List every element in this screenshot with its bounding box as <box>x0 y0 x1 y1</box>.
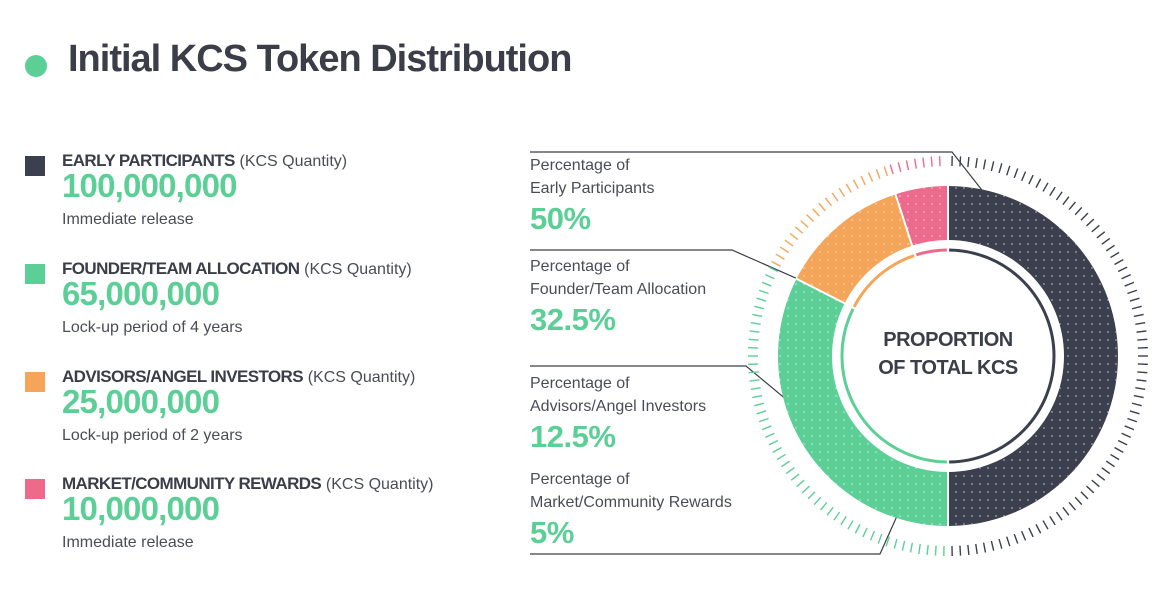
callout-label-line2: Founder/Team Allocation <box>530 281 707 298</box>
legend-note: Lock-up period of 4 years <box>62 319 243 336</box>
tick-ring-early-participants <box>951 156 1148 556</box>
legend-unit: (KCS Quantity) <box>304 261 412 278</box>
legend-unit: (KCS Quantity) <box>307 369 416 386</box>
leader-line-market-community <box>530 501 905 555</box>
legend-swatch-advisors-angel <box>25 372 45 392</box>
center-label-line2: OF TOTAL KCS <box>878 357 1018 379</box>
center-label-line1: PROPORTION <box>883 329 1013 351</box>
legend-heading: EARLY PARTICIPANTS (KCS Quantity) <box>62 150 347 173</box>
title-bullet-icon <box>25 55 47 77</box>
legend-quantity: 65,000,000 <box>62 275 220 312</box>
tick-ring-market-community <box>889 156 941 175</box>
tick-ring-advisors-angel <box>771 166 889 267</box>
donut-slice-texture <box>948 186 1118 526</box>
inner-ring-advisors-angel <box>852 254 915 308</box>
callout-value: 12.5% <box>530 419 616 454</box>
legend-note: Immediate release <box>62 534 194 551</box>
page-title: Initial KCS Token Distribution <box>68 38 572 80</box>
legend-swatch-market-community <box>25 479 45 499</box>
donut-slice-texture <box>796 194 913 304</box>
callout-founder-team: Percentage of Founder/Team Allocation 32… <box>530 255 780 338</box>
legend-unit: (KCS Quantity) <box>325 476 434 493</box>
legend-name: FOUNDER/TEAM ALLOCATION <box>62 259 300 278</box>
legend-quantity: 10,000,000 <box>62 490 220 527</box>
callout-advisors-angel: Percentage of Advisors/Angel Investors 1… <box>530 372 780 455</box>
callout-early-participants: Percentage of Early Participants 50% <box>530 154 780 237</box>
legend-heading: FOUNDER/TEAM ALLOCATION (KCS Quantity) <box>62 258 412 281</box>
callout-label-line2: Market/Community Rewards <box>530 494 732 511</box>
legend-note: Lock-up period of 2 years <box>62 427 243 444</box>
legend-name: EARLY PARTICIPANTS <box>62 151 235 170</box>
tick-ring-founder-team <box>748 266 945 556</box>
legend-name: MARKET/COMMUNITY REWARDS <box>62 474 322 493</box>
legend-swatch-early-participants <box>25 156 45 176</box>
callout-value: 5% <box>530 515 574 550</box>
callout-label-line1: Percentage of <box>530 258 630 275</box>
legend-quantity: 100,000,000 <box>62 167 238 204</box>
callout-value: 32.5% <box>530 302 616 337</box>
donut-slice-texture <box>895 186 948 246</box>
legend-swatch-founder-team <box>25 264 45 284</box>
legend-note: Immediate release <box>62 211 194 228</box>
callout-market-community: Percentage of Market/Community Rewards 5… <box>530 468 780 551</box>
legend-heading: ADVISORS/ANGEL INVESTORS (KCS Quantity) <box>62 366 415 389</box>
inner-ring-early-participants <box>949 248 1056 464</box>
legend-heading: MARKET/COMMUNITY REWARDS (KCS Quantity) <box>62 473 434 496</box>
callout-label-line2: Early Participants <box>530 180 655 197</box>
callout-value: 50% <box>530 201 591 236</box>
slice-separator <box>795 277 846 305</box>
inner-ring-market-community <box>915 248 947 257</box>
legend-name: ADVISORS/ANGEL INVESTORS <box>62 367 304 386</box>
legend-quantity: 25,000,000 <box>62 383 220 420</box>
callout-label-line1: Percentage of <box>530 375 630 392</box>
inner-ring-founder-team <box>840 308 947 464</box>
slice-separator <box>894 193 914 247</box>
chart-center-label: PROPORTION OF TOTAL KCS <box>848 326 1048 382</box>
callout-label-line1: Percentage of <box>530 471 630 488</box>
donut-slice-texture <box>777 278 948 526</box>
legend-unit: (KCS Quantity) <box>239 153 348 170</box>
callout-label-line2: Advisors/Angel Investors <box>530 398 707 415</box>
callout-label-line1: Percentage of <box>530 157 630 174</box>
